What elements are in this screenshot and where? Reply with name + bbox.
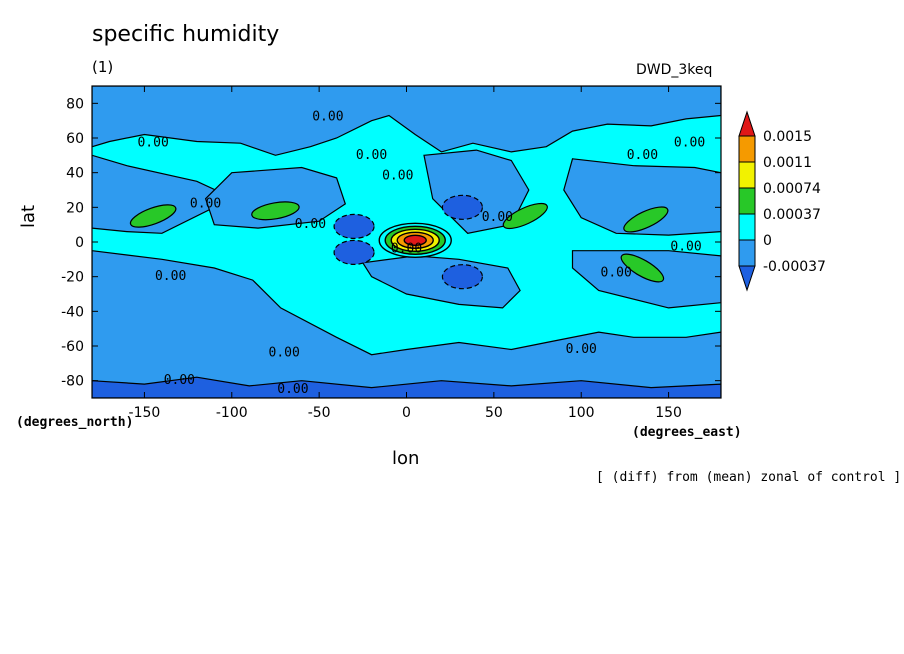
positive-tongue-4: [623, 206, 669, 233]
x-tick-label-5: 50: [485, 405, 503, 421]
contour-label-3: 0.00: [137, 136, 168, 151]
y-tick-label-1: -80: [61, 374, 84, 390]
dataset-label: DWD_3keq: [636, 62, 713, 78]
y-tick-label-2: -60: [61, 339, 84, 355]
colorbar-segment-1: [738, 135, 756, 163]
x-axis-units: (degrees_east): [632, 425, 742, 440]
contour-label-7: 0.00: [382, 169, 413, 184]
y-tick-label-3: -40: [61, 304, 84, 320]
negative-core-1: [333, 213, 375, 239]
x-tick-label-2: -100: [216, 405, 248, 421]
positive-tongue-1: [129, 204, 177, 228]
x-tick-label-7: 150: [655, 405, 682, 421]
negative-region-america: [204, 166, 347, 229]
plot-axes: -150 -100 -50 0 50 100 150 -80 -60 -40 -20 0 20 40 60 8…: [61, 85, 722, 421]
y-tick-label-4: -20: [61, 270, 84, 286]
colorbar-label-2: 0.0011: [763, 155, 812, 171]
x-tick-label-6: 100: [568, 405, 595, 421]
colorbar-top-arrow: [738, 110, 756, 137]
contour-label-17: 0.00: [277, 382, 308, 397]
chart-units: (1): [92, 58, 114, 76]
contour-label-2: 0.00: [312, 110, 343, 125]
contour-label-15: 0.00: [566, 342, 597, 357]
colorbar-segment-5: [738, 239, 756, 267]
negative-region-north: [92, 86, 721, 156]
contour-label-6: 0.00: [295, 217, 326, 232]
contour-label-13: 0.00: [155, 269, 186, 284]
chart-note: [ (diff) from (mean) zonal of control ]: [596, 470, 902, 485]
negative-core-4: [441, 264, 484, 290]
x-tick-label-1: -150: [129, 405, 161, 421]
contour-label-16: 0.00: [164, 373, 195, 388]
positive-tongue-3: [502, 202, 548, 230]
contour-label-14: 0.00: [269, 345, 300, 360]
negative-region-polar-south: [92, 376, 721, 398]
negative-region-south-atlantic: [361, 255, 521, 309]
contour-label-18: 0.00: [674, 136, 705, 151]
negative-region-east-pacific: [563, 158, 721, 236]
colorbar: 0.0015 0.0011 0.00074 0.00037 0 -0.00037: [738, 110, 826, 292]
chart-title: specific humidity: [92, 22, 280, 47]
colorbar-segment-4: [738, 213, 756, 241]
center-ring-5: [403, 234, 427, 246]
colorbar-label-5: 0: [763, 233, 772, 249]
colorbar-label-3: 0.00074: [763, 181, 821, 197]
y-axis-units: (degrees_north): [16, 415, 134, 430]
positive-tongue-2: [251, 201, 300, 221]
contour-label-1: 0.00: [290, 66, 321, 81]
colorbar-label-4: 0.00037: [763, 207, 821, 223]
positive-tongue-5: [620, 253, 665, 283]
contour-label-11: 0.00: [670, 240, 701, 255]
x-axis-label: lon: [392, 448, 420, 469]
colorbar-bottom-arrow: [738, 265, 756, 292]
colorbar-segment-3: [738, 187, 756, 215]
y-tick-label-8: 60: [66, 131, 84, 147]
contour-label-9: 0.00: [482, 210, 513, 225]
y-tick-label-6: 20: [66, 200, 84, 216]
contour-label-10: 0.00: [627, 148, 658, 163]
x-tick-label-3: -50: [308, 405, 331, 421]
colorbar-segment-2: [738, 161, 756, 189]
contour-label-12: 0.00: [601, 266, 632, 281]
contour-fields: 0.00 0.00 0.00 0.00 0.00 0.00 0.00 0.00 0.00 0.00…: [92, 66, 721, 398]
contour-label-5: 0.00: [190, 196, 221, 211]
x-tick-label-4: 0: [402, 405, 411, 421]
y-tick-label-5: 0: [75, 235, 84, 251]
contour-label-4: 0.00: [356, 148, 387, 163]
colorbar-label-1: 0.0015: [763, 129, 812, 145]
negative-core-3: [441, 194, 484, 220]
colorbar-label-6: -0.00037: [763, 259, 826, 275]
y-tick-label-7: 40: [66, 166, 84, 182]
contour-label-8: 0.00: [391, 241, 422, 256]
negative-core-2: [333, 239, 375, 265]
negative-region-south: [92, 250, 721, 398]
y-tick-label-9: 80: [66, 96, 84, 112]
